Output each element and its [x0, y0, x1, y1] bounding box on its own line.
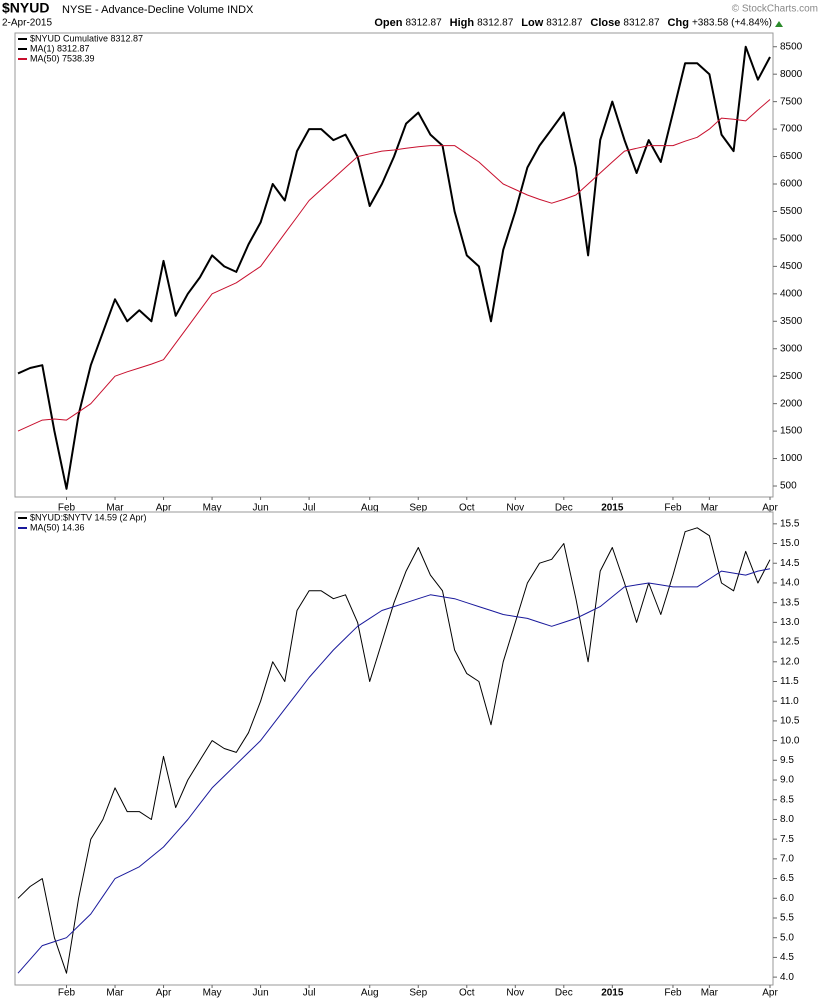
y-tick-label: 3500	[780, 316, 803, 327]
y-tick-label: 7500	[780, 96, 803, 107]
quote-value: 8312.87	[477, 18, 514, 29]
x-tick-label: Aug	[361, 988, 379, 999]
y-tick-label: 13.0	[780, 617, 800, 628]
x-tick-label: Mar	[701, 503, 719, 514]
y-tick-label: 11.5	[780, 676, 799, 687]
y-tick-label: 12.5	[780, 637, 800, 648]
x-tick-label: Oct	[459, 988, 475, 999]
y-tick-label: 8.5	[780, 794, 794, 805]
x-tick-label: Apr	[762, 503, 778, 514]
y-tick-label: 15.0	[780, 538, 800, 549]
y-tick-label: 8.0	[780, 814, 794, 825]
up-arrow	[775, 21, 783, 27]
date: 2-Apr-2015	[2, 18, 52, 29]
watermark: © StockCharts.com	[732, 4, 818, 15]
x-tick-label: Mar	[106, 988, 124, 999]
x-tick-label: Aug	[361, 503, 379, 514]
series-line	[17, 99, 771, 432]
y-tick-label: 4.0	[780, 972, 794, 983]
y-tick-label: 13.5	[780, 597, 800, 608]
y-tick-label: 10.0	[780, 735, 800, 746]
quote-value: 8312.87	[546, 18, 583, 29]
x-tick-label: Feb	[664, 503, 682, 514]
x-tick-label: Apr	[762, 988, 778, 999]
x-tick-label: Sep	[409, 988, 427, 999]
y-tick-label: 5500	[780, 206, 803, 217]
x-tick-label: Jul	[303, 988, 316, 999]
x-tick-label: Feb	[58, 503, 76, 514]
y-tick-label: 6.5	[780, 873, 794, 884]
y-tick-label: 9.5	[780, 755, 794, 766]
x-tick-label: Jun	[253, 503, 269, 514]
y-tick-label: 7.0	[780, 854, 794, 865]
y-tick-label: 12.0	[780, 656, 800, 667]
plot-frame	[14, 511, 774, 986]
quote-label: Chg	[668, 17, 689, 29]
y-tick-label: 8500	[780, 41, 803, 52]
y-tick-label: 14.0	[780, 578, 800, 589]
quote-label: Open	[374, 17, 402, 29]
x-tick-label: Apr	[156, 988, 172, 999]
y-tick-label: 15.5	[780, 518, 800, 529]
x-tick-label: May	[203, 503, 222, 514]
y-tick-label: 4500	[780, 261, 803, 272]
quote-label: Close	[590, 17, 620, 29]
y-tick-label: 1500	[780, 426, 803, 437]
y-tick-label: 7000	[780, 124, 803, 135]
x-tick-label: Jul	[303, 503, 316, 514]
x-tick-label: Mar	[106, 503, 124, 514]
x-tick-label: Nov	[506, 988, 524, 999]
y-tick-label: 8000	[780, 69, 803, 80]
y-tick-label: 5.0	[780, 932, 794, 943]
y-tick-label: 6000	[780, 179, 803, 190]
y-tick-label: 6.0	[780, 893, 794, 904]
x-tick-label: Mar	[701, 988, 719, 999]
x-tick-label: Apr	[156, 503, 172, 514]
y-tick-label: 3000	[780, 343, 803, 354]
x-tick-label: 2015	[601, 988, 624, 999]
quote-label: Low	[521, 17, 543, 29]
y-tick-label: 5.5	[780, 913, 794, 924]
x-tick-label: 2015	[601, 503, 624, 514]
y-tick-label: 500	[780, 481, 797, 492]
legend-label: $NYUD Cumulative 8312.87	[30, 33, 143, 43]
y-tick-label: 1000	[780, 453, 803, 464]
legend-label: $NYUD:$NYTV 14.59 (2 Apr)	[30, 512, 147, 522]
subtitle: NYSE - Advance-Decline Volume INDX	[62, 4, 254, 16]
x-tick-label: Feb	[58, 988, 76, 999]
y-tick-label: 7.5	[780, 834, 794, 845]
x-tick-label: Oct	[459, 503, 475, 514]
y-tick-label: 4000	[780, 288, 803, 299]
x-tick-label: Sep	[409, 503, 427, 514]
x-tick-label: Jun	[253, 988, 269, 999]
quote-value: 8312.87	[406, 18, 443, 29]
y-tick-label: 2000	[780, 398, 803, 409]
quote-value: +383.58 (+4.84%)	[692, 18, 772, 29]
symbol: $NYUD	[2, 0, 49, 16]
y-tick-label: 10.5	[780, 716, 800, 727]
y-tick-label: 2500	[780, 371, 803, 382]
x-tick-label: Nov	[506, 503, 524, 514]
plot-frame	[14, 32, 774, 498]
y-tick-label: 4.5	[780, 952, 794, 963]
y-tick-label: 6500	[780, 151, 803, 162]
quote-value: 8312.87	[623, 18, 660, 29]
y-tick-label: 14.5	[780, 558, 800, 569]
y-tick-label: 11.0	[780, 696, 799, 707]
x-tick-label: May	[203, 988, 222, 999]
series-line	[17, 45, 771, 490]
x-tick-label: Dec	[555, 503, 573, 514]
legend-label: MA(1) 8312.87	[30, 43, 90, 53]
x-tick-label: Feb	[664, 988, 682, 999]
y-tick-label: 9.0	[780, 775, 794, 786]
quote-label: High	[450, 17, 475, 29]
series-line	[17, 568, 771, 974]
legend-label: MA(50) 14.36	[30, 522, 85, 532]
legend-label: MA(50) 7538.39	[30, 53, 95, 63]
y-tick-label: 5000	[780, 234, 803, 245]
x-tick-label: Dec	[555, 988, 573, 999]
series-line	[17, 527, 771, 974]
